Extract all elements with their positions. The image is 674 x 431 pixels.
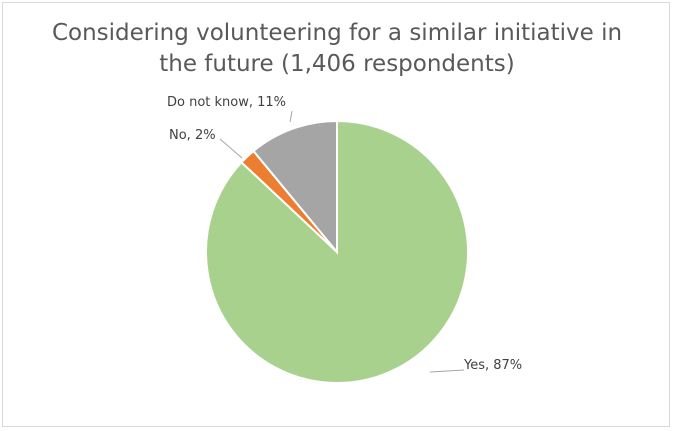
pie-slice-do-not-know: [252, 119, 338, 255]
data-labels: Yes, 87% No, 2% Do not know, 11%: [167, 95, 522, 373]
leader-lines: [219, 110, 465, 373]
chart-title: Considering volunteering for a similar i…: [51, 20, 623, 77]
pie-slices: [205, 119, 469, 384]
data-label-yes: Yes, 87%: [463, 358, 522, 373]
data-label-no: No, 2%: [169, 128, 216, 143]
data-label-do-not-know: Do not know, 11%: [167, 95, 286, 110]
leader-line-yes: [429, 369, 465, 373]
leader-line-no: [219, 138, 243, 159]
leader-line-do-not-know: [289, 110, 293, 123]
